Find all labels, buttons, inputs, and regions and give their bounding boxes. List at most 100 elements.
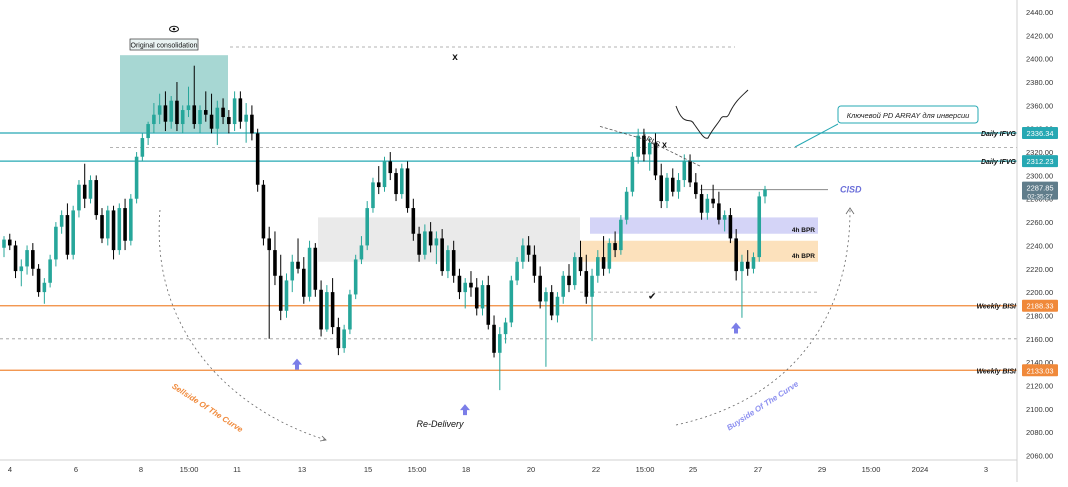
price-tag-value: 2188.33 [1026,302,1053,311]
lrls-x-marker: x [662,139,667,149]
candle-body [647,142,652,155]
candle-body [682,161,687,181]
candle-body [711,198,715,204]
x-tick-label: 4 [8,465,12,474]
candle-body [175,100,179,125]
bpr-lower-label: 4h BPR [792,253,815,260]
candle-body [336,327,341,349]
re-delivery-label: Re-Delivery [416,419,464,429]
candle-body [77,184,81,211]
candle-body [578,257,583,272]
level-line-label: Weekly BISI [976,368,1017,375]
candle-body [428,231,433,246]
y-tick-label: 2120.00 [1026,381,1053,390]
zones-layer [120,55,818,262]
price-tag-box [1022,299,1058,312]
y-tick-label: 2060.00 [1026,452,1053,461]
candle-body [451,250,456,276]
candle-body [446,250,450,272]
candle-body [567,275,571,286]
x-tick-label: 15:00 [636,465,655,474]
y-tick-label: 2160.00 [1026,335,1053,344]
candle-body [353,259,358,295]
y-tick-label: 2180.00 [1026,311,1053,320]
up-arrow-icon [460,404,470,416]
candle-body [699,194,704,213]
candle-body [498,334,502,353]
candle-body [757,196,762,258]
candle-body [463,282,467,293]
candle-body [111,210,116,251]
candle-body [613,243,617,251]
checkmark-icon: ✔ [648,292,656,303]
candle-body [411,208,416,234]
candle-body [140,138,145,157]
candle-body [561,275,566,297]
candle-body [157,105,162,115]
last-price-countdown: 02:35:27 [1027,194,1053,201]
candle-body [146,124,150,139]
eye-icon [169,25,179,33]
candle-body [25,250,29,267]
buyside-curve-arrowhead [845,207,855,215]
candle-body [313,247,318,290]
candle-body [670,177,675,192]
x-tick-label: 22 [592,465,600,474]
eye-icon-pupil [172,27,176,31]
candle-body [163,105,168,122]
pd-array-callout-box [837,105,979,124]
candle-body [227,117,231,125]
candle-body [440,238,444,272]
last-price-value: 2287.85 [1026,184,1053,193]
candle-body [503,322,508,335]
y-tick-label: 2220.00 [1026,265,1053,274]
candle-body [751,257,756,269]
level-line-label: Daily IFVG [981,131,1017,138]
candle-body [601,257,606,269]
candle-body [365,208,369,246]
candle-body [486,285,491,325]
y-tick-label: 2080.00 [1026,428,1053,437]
candle-body [544,292,548,302]
candle-body [745,261,750,269]
y-tick-label: 2400.00 [1026,55,1053,64]
candle-body [348,294,352,330]
candle-body [521,245,525,262]
candle-body [330,292,335,328]
candle-body [607,243,612,269]
candle-body [244,114,248,122]
candle-body [117,208,122,251]
pd-array-callout-text: Ключевой PD ARRAY для инверсии [847,111,970,120]
buyside-curve-label: Buyside Of The Curve [725,379,800,432]
candle-body [555,296,560,316]
x-tick-label: 13 [298,465,306,474]
candle-body [676,180,681,192]
y-tick-label: 2420.00 [1026,31,1053,40]
candle-body [722,215,727,220]
candle-body [371,182,375,209]
y-tick-label: 2440.00 [1026,8,1053,17]
candle-body [215,107,220,129]
candle-body [307,247,312,297]
candle-body [423,231,427,255]
y-tick-label: 2240.00 [1026,241,1053,250]
candle-body [572,257,577,286]
candles-layer [2,65,767,391]
candle-body [48,259,52,283]
y-tick-label: 2380.00 [1026,78,1053,87]
x-tick-label: 27 [754,465,762,474]
x-tick-label: 20 [527,465,535,474]
sellside-curve-arrowhead [319,435,327,442]
candle-body [596,257,600,276]
candle-body [238,98,243,122]
candle-body [763,189,767,197]
candle-body [717,203,721,220]
candle-body [198,110,202,125]
candle-body [319,289,323,330]
candle-body [688,161,692,183]
candle-body [480,285,485,309]
candle-body [232,98,237,125]
sellside-curve [158,209,327,441]
candle-body [590,275,594,297]
